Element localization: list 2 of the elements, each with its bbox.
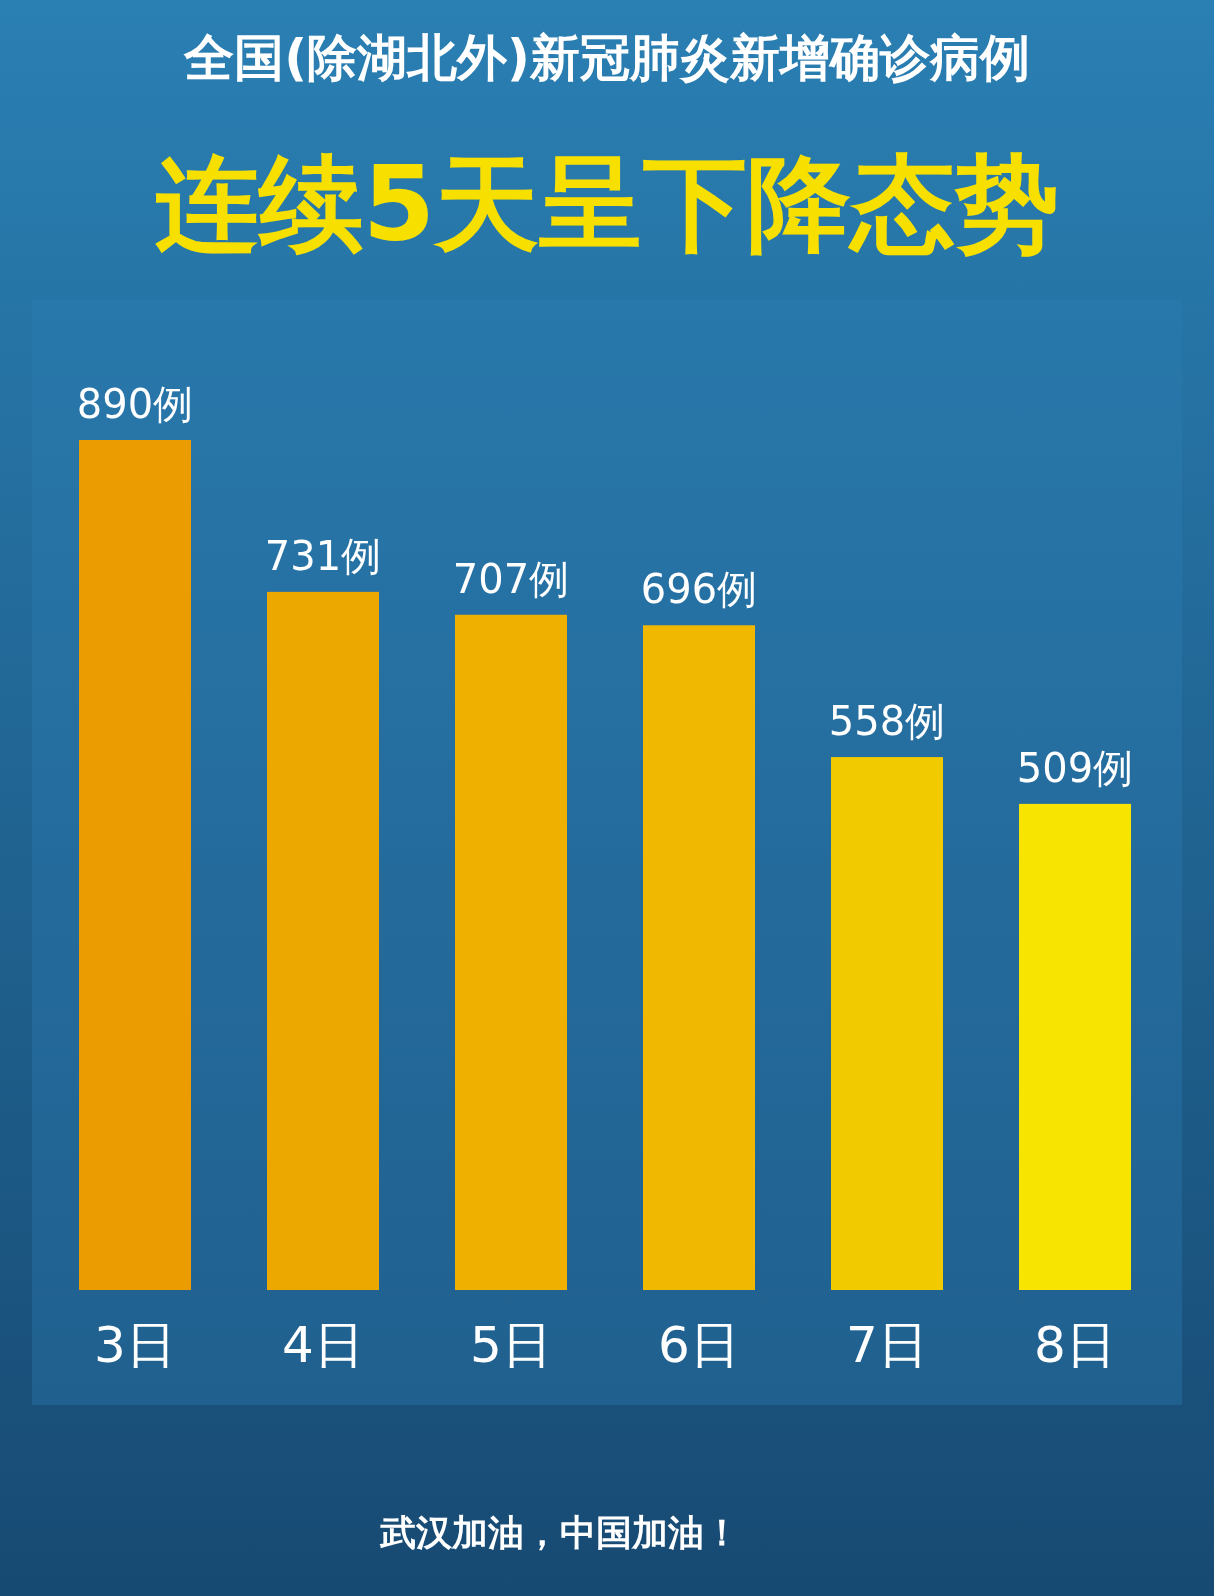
title: 全国(除湖北外)新冠肺炎新增确诊病例 [184,29,1030,87]
subtitle: 连续5天呈下降态势 [154,143,1060,265]
